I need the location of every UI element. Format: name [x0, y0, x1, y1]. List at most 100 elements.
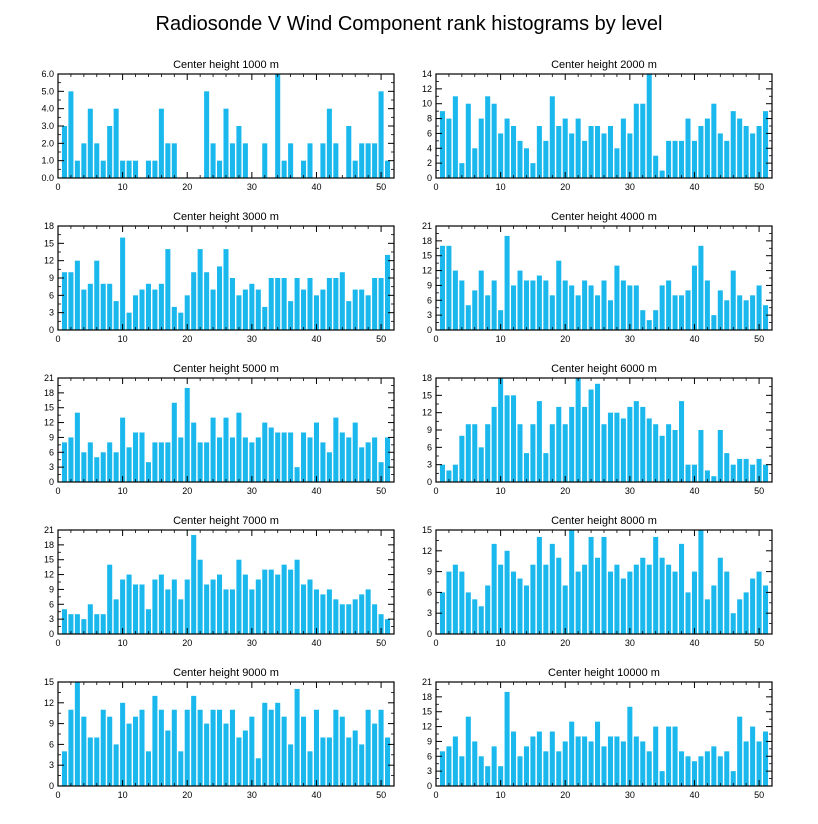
- bar: [294, 688, 300, 786]
- bar: [352, 422, 358, 482]
- bar: [378, 278, 384, 330]
- bar: [68, 272, 74, 330]
- y-tick-label: 18: [422, 373, 432, 383]
- bar: [685, 592, 691, 634]
- bar: [352, 599, 358, 634]
- bar: [133, 295, 139, 330]
- bar: [242, 437, 248, 482]
- bar: [385, 437, 391, 482]
- bar: [737, 458, 743, 482]
- bar: [333, 143, 339, 178]
- bar: [620, 578, 626, 634]
- bar: [498, 378, 504, 482]
- bar: [74, 260, 80, 330]
- bar: [120, 160, 126, 178]
- bar: [472, 741, 478, 786]
- bar: [459, 571, 465, 634]
- bar: [459, 756, 465, 786]
- x-tick-label: 20: [560, 334, 570, 344]
- bar: [113, 744, 119, 786]
- bar: [184, 295, 190, 330]
- bar: [165, 143, 171, 178]
- bar: [633, 285, 639, 330]
- bar: [242, 730, 248, 786]
- bar: [210, 289, 216, 330]
- bar: [517, 756, 523, 786]
- bar: [685, 464, 691, 482]
- bar: [210, 417, 216, 482]
- bar: [74, 160, 80, 178]
- bar: [478, 606, 484, 634]
- bar: [698, 530, 704, 634]
- bar: [595, 295, 601, 330]
- bar: [588, 389, 594, 482]
- bar: [601, 280, 607, 330]
- bar: [191, 695, 197, 786]
- bar: [717, 557, 723, 634]
- bar: [326, 278, 332, 330]
- bar: [385, 254, 391, 330]
- bar: [81, 619, 87, 634]
- bar: [472, 290, 478, 330]
- x-tick-label: 30: [625, 334, 635, 344]
- y-tick-label: 15: [422, 525, 432, 535]
- bar: [452, 564, 458, 634]
- bar: [197, 709, 203, 786]
- y-tick-label: 18: [44, 540, 54, 550]
- y-tick-label: 12: [44, 418, 54, 428]
- bar: [217, 160, 223, 178]
- y-tick-label: 9: [427, 425, 432, 435]
- x-tick-label: 40: [311, 790, 321, 800]
- bar: [307, 437, 313, 482]
- bar: [372, 437, 378, 482]
- bar: [530, 280, 536, 330]
- bar: [465, 716, 471, 786]
- x-tick-label: 0: [55, 182, 60, 192]
- x-tick-label: 30: [247, 182, 257, 192]
- bar: [120, 237, 126, 330]
- bar: [633, 736, 639, 786]
- bar: [730, 464, 736, 482]
- bar: [171, 402, 177, 482]
- x-tick-label: 20: [182, 790, 192, 800]
- y-tick-label: 6: [427, 295, 432, 305]
- panel-title: Center height 9000 m: [173, 667, 279, 679]
- bar: [197, 442, 203, 482]
- bar: [145, 283, 151, 330]
- bar: [158, 442, 164, 482]
- bar: [365, 709, 371, 786]
- panel-2: Center height 2000 m 0 10 20 30 40 50 0 2 4 6 8 10 12…: [422, 59, 773, 192]
- y-tick-label: 9: [427, 736, 432, 746]
- bar: [614, 265, 620, 330]
- y-tick-label: 10: [422, 99, 432, 109]
- bar: [94, 737, 100, 786]
- bar: [620, 418, 626, 482]
- y-tick-label: 0: [427, 173, 432, 183]
- bar: [262, 306, 268, 330]
- x-tick-label: 50: [754, 638, 764, 648]
- bar: [313, 295, 319, 330]
- bar: [627, 406, 633, 482]
- bar: [61, 609, 67, 634]
- y-tick-label: 1.0: [41, 156, 54, 166]
- bar: [595, 126, 601, 178]
- y-tick-label: 21: [422, 677, 432, 687]
- x-tick-label: 50: [376, 334, 386, 344]
- y-tick-label: 3: [49, 308, 54, 318]
- bar: [607, 412, 613, 482]
- bar: [178, 312, 184, 330]
- bar: [333, 278, 339, 330]
- y-tick-label: 15: [44, 403, 54, 413]
- y-tick-label: 15: [44, 238, 54, 248]
- bar: [653, 155, 659, 178]
- bar: [704, 470, 710, 482]
- bar: [543, 751, 549, 786]
- bar: [698, 126, 704, 178]
- bar: [288, 143, 294, 178]
- bar: [511, 285, 517, 330]
- bar: [81, 143, 87, 178]
- bar: [756, 458, 762, 482]
- bar: [326, 452, 332, 482]
- bar: [633, 564, 639, 634]
- bar: [536, 401, 542, 482]
